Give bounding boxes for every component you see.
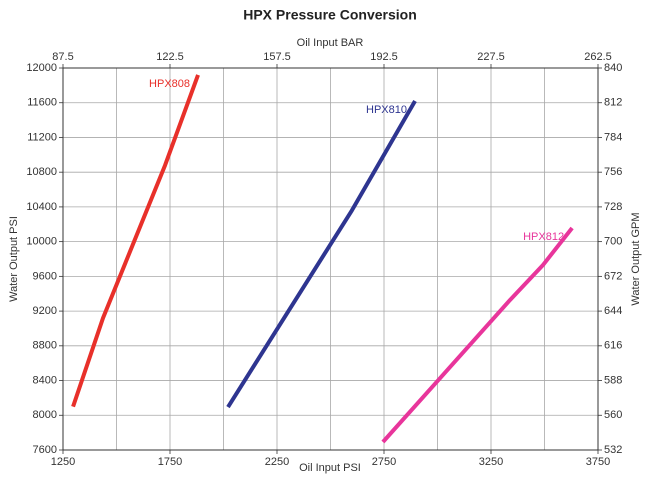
series-line <box>71 74 200 408</box>
y2-tick-label: 672 <box>604 270 622 282</box>
chart-title: HPX Pressure Conversion <box>243 7 417 23</box>
y2-tick-label: 560 <box>604 409 622 421</box>
x-tick-label: 3750 <box>586 456 610 468</box>
y-tick-label: 11200 <box>27 131 57 143</box>
series-line <box>381 226 574 444</box>
series-label: HPX808 <box>149 78 190 90</box>
y2-tick-label: 840 <box>604 62 622 74</box>
x2-tick-label: 157.5 <box>263 51 291 63</box>
x-tick-label: 2250 <box>265 456 289 468</box>
plot-frame <box>62 67 599 451</box>
y2-tick-label: 812 <box>604 97 622 109</box>
x-tick-label: 1750 <box>158 456 182 468</box>
x-tick-label: 1250 <box>51 456 75 468</box>
y-tick-label: 7600 <box>33 444 57 456</box>
y-tick-label: 11600 <box>27 97 57 109</box>
y-tick-label: 8400 <box>33 374 57 386</box>
x-axis-title: Oil Input PSI <box>299 462 361 474</box>
y2-axis-title: Water Output GPM <box>630 212 642 305</box>
x2-tick-label: 262.5 <box>584 51 612 63</box>
x2-tick-label: 122.5 <box>156 51 184 63</box>
y2-tick-label: 700 <box>604 236 622 248</box>
y-tick-label: 9600 <box>33 270 57 282</box>
y-tick-label: 10400 <box>26 201 57 213</box>
y-tick-label: 10800 <box>26 166 57 178</box>
series-line <box>226 99 417 409</box>
y2-tick-label: 532 <box>604 444 622 456</box>
x-tick-label: 2750 <box>372 456 396 468</box>
series-label: HPX810 <box>366 104 407 116</box>
y-tick-label: 8000 <box>33 409 57 421</box>
y-tick-label: 8800 <box>33 340 57 352</box>
x2-axis-title: Oil Input BAR <box>297 37 364 49</box>
y-axis-title: Water Output PSI <box>8 216 20 302</box>
y2-tick-label: 756 <box>604 166 622 178</box>
y2-tick-label: 588 <box>604 374 622 386</box>
x-tick-label: 3250 <box>479 456 503 468</box>
x2-tick-label: 227.5 <box>477 51 505 63</box>
y-tick-label: 9200 <box>33 305 57 317</box>
y2-tick-label: 644 <box>604 305 622 317</box>
y-tick-label: 10000 <box>26 236 57 248</box>
x2-tick-label: 87.5 <box>52 51 73 63</box>
y2-tick-label: 728 <box>604 201 622 213</box>
y2-tick-label: 616 <box>604 340 622 352</box>
x2-tick-label: 192.5 <box>370 51 398 63</box>
y2-tick-label: 784 <box>604 131 622 143</box>
series-label: HPX812 <box>523 231 564 243</box>
y-tick-label: 12000 <box>26 62 57 74</box>
